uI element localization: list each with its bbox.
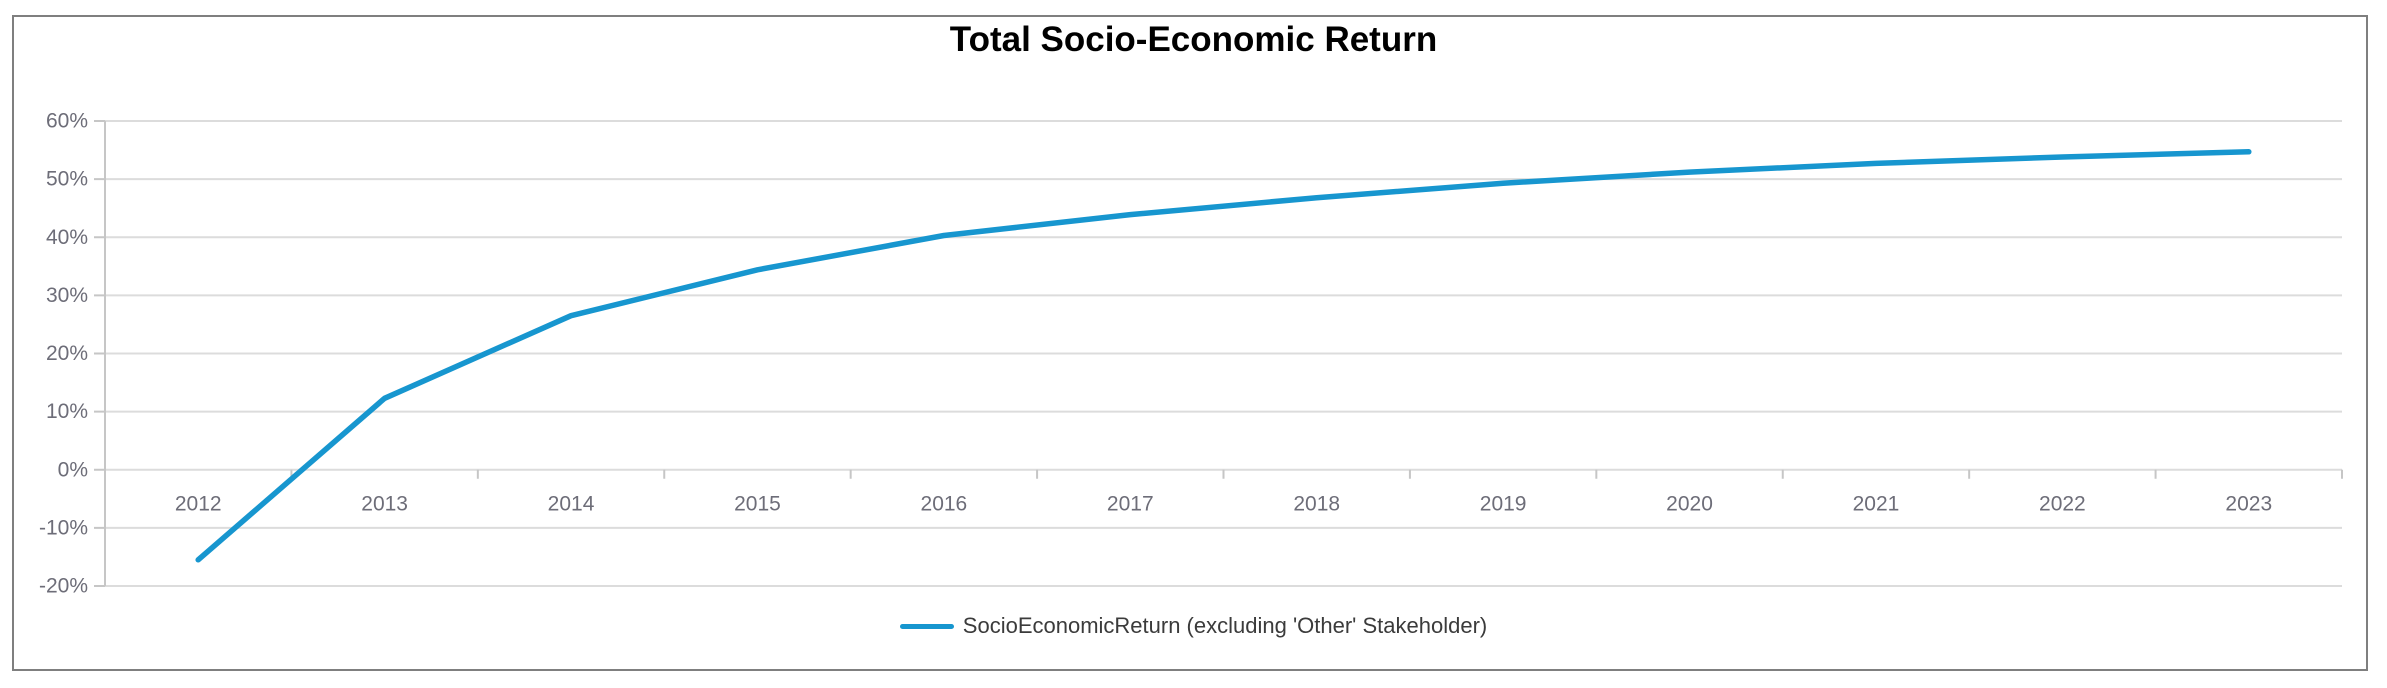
x-category-label: 2014 <box>548 492 595 515</box>
y-tick-label: 10% <box>46 400 88 423</box>
y-tick-label: 60% <box>46 110 88 133</box>
legend-line-marker-icon <box>899 623 954 629</box>
chart-title: Total Socio-Economic Return <box>949 20 1438 59</box>
x-category-label: 2018 <box>1293 492 1340 515</box>
y-tick-label: 30% <box>46 284 88 307</box>
y-tick-label: 20% <box>46 342 88 365</box>
y-tick-label: 40% <box>46 226 88 249</box>
x-category-label: 2020 <box>1666 492 1713 515</box>
y-tick-label: -20% <box>39 575 88 598</box>
x-category-label: 2012 <box>175 492 222 515</box>
x-category-label: 2023 <box>2225 492 2272 515</box>
legend: SocioEconomicReturn (excluding 'Other' S… <box>0 611 2387 641</box>
x-category-label: 2013 <box>361 492 408 515</box>
x-category-label: 2016 <box>921 492 968 515</box>
x-category-label: 2015 <box>734 492 781 515</box>
y-tick-label: 50% <box>46 168 88 191</box>
chart-frame <box>12 15 2368 671</box>
x-category-label: 2019 <box>1480 492 1527 515</box>
x-category-label: 2021 <box>1853 492 1900 515</box>
x-category-label: 2022 <box>2039 492 2086 515</box>
y-tick-label: 0% <box>58 458 88 481</box>
legend-series-label: SocioEconomicReturn (excluding 'Other' S… <box>962 613 1488 638</box>
x-category-label: 2017 <box>1107 492 1154 515</box>
y-tick-label: -10% <box>39 516 88 539</box>
series-line <box>195 149 2252 563</box>
